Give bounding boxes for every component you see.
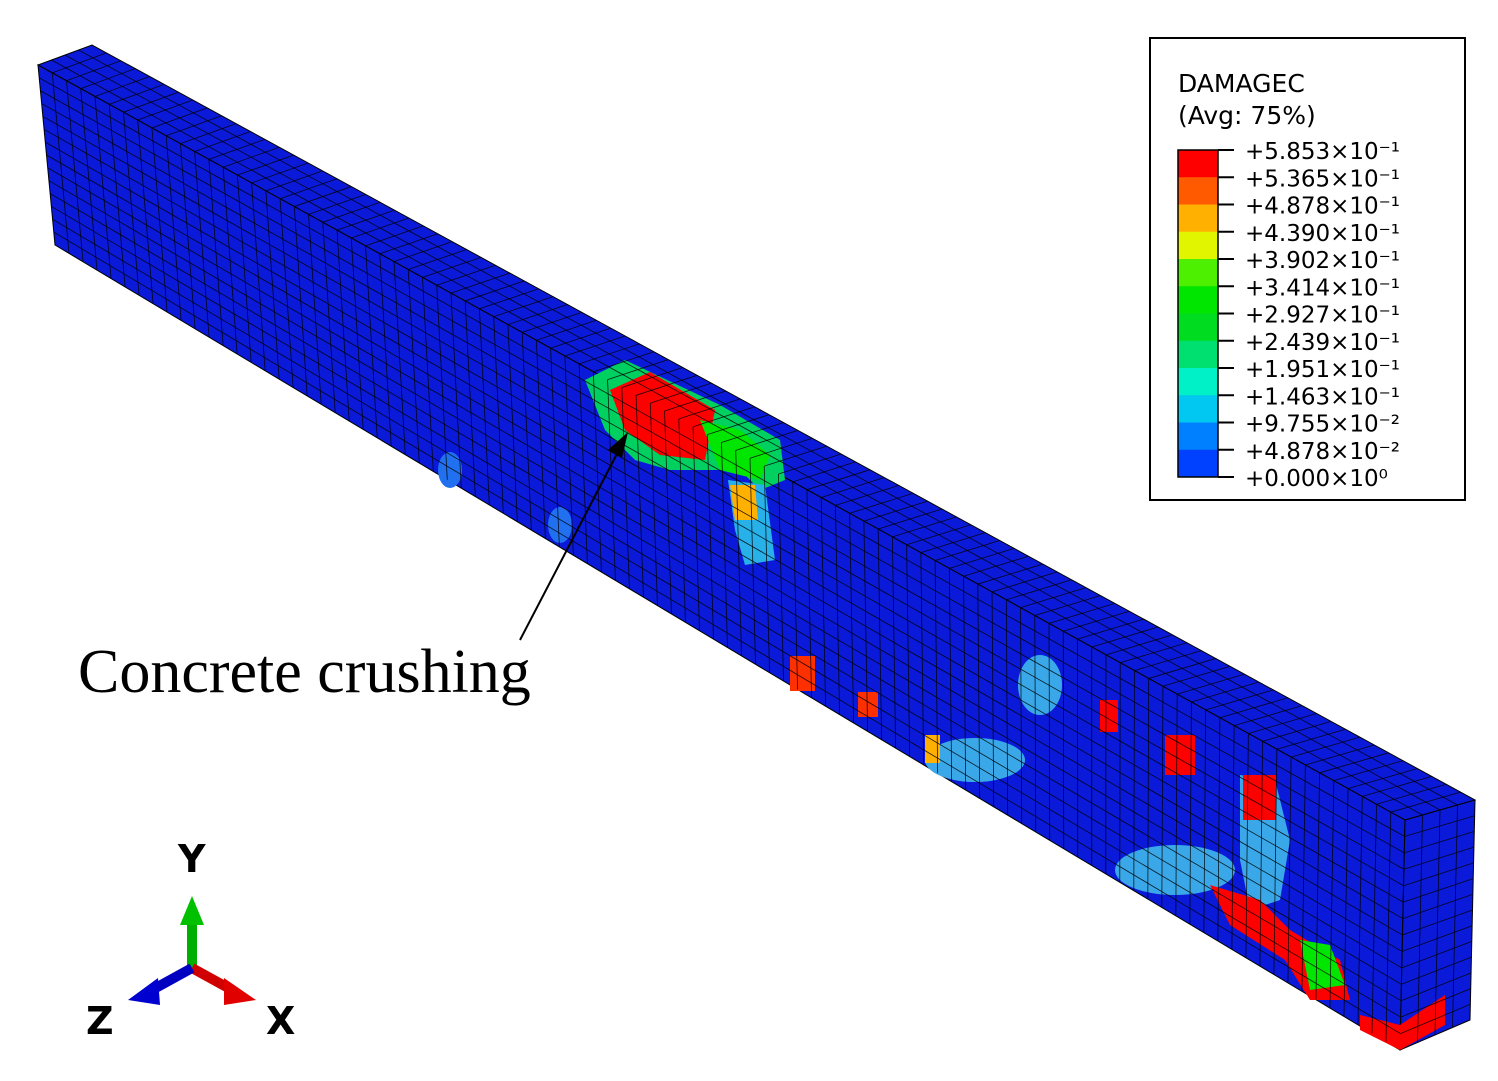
mesh-line <box>1402 893 1473 919</box>
damage-zone <box>1165 735 1195 775</box>
mesh-line <box>48 180 1402 969</box>
mesh-line <box>1402 909 1473 936</box>
mesh-line <box>51 59 1423 816</box>
mesh-line <box>1400 1003 1471 1034</box>
triad-z-head <box>128 978 160 1005</box>
legend-label: +4.390×10⁻¹ <box>1245 221 1400 247</box>
axis-triad: Y X Z <box>86 837 295 1043</box>
legend-swatch <box>1178 340 1218 369</box>
mesh-line <box>45 141 1404 919</box>
mesh-line <box>78 49 1458 806</box>
mesh-line <box>41 103 1405 870</box>
annotation-text: Concrete crushing <box>78 638 531 706</box>
legend-swatch <box>1178 368 1218 396</box>
mesh-line <box>46 154 1403 936</box>
triad-x-head <box>224 978 256 1005</box>
legend-label: +3.414×10⁻¹ <box>1245 275 1400 301</box>
mesh-line <box>53 231 1401 1034</box>
legend-label: +9.755×10⁻² <box>1245 412 1400 438</box>
legend-swatch <box>1178 286 1218 314</box>
arrow-head <box>608 432 628 458</box>
mesh-line <box>43 128 1404 903</box>
triad-z-label: Z <box>86 999 114 1043</box>
triad-z-axis <box>149 963 195 995</box>
legend-subtitle: (Avg: 75%) <box>1178 101 1316 130</box>
legend-items: +5.853×10⁻¹+5.365×10⁻¹+4.878×10⁻¹+4.390×… <box>1177 139 1400 492</box>
mesh-line <box>1401 941 1472 969</box>
mesh-line <box>1403 862 1474 887</box>
damage-zone <box>1018 655 1062 715</box>
damage-zone <box>1100 700 1118 732</box>
mesh-line <box>1403 878 1474 903</box>
legend-title: DAMAGEC <box>1178 69 1305 98</box>
legend-label: +2.439×10⁻¹ <box>1245 330 1400 356</box>
legend-label: +2.927×10⁻¹ <box>1245 303 1400 329</box>
mesh-line <box>39 77 1405 837</box>
damage-zone <box>1115 845 1235 895</box>
mesh-line <box>51 206 1402 1002</box>
mesh-line <box>1402 925 1473 952</box>
legend-label: +5.365×10⁻¹ <box>1245 166 1400 192</box>
legend-swatch <box>1178 395 1218 423</box>
legend-label: +1.951×10⁻¹ <box>1245 357 1400 383</box>
mesh-line <box>1400 972 1472 1002</box>
legend-label: +5.853×10⁻¹ <box>1245 139 1400 165</box>
legend-swatch <box>1178 204 1218 233</box>
mesh-line <box>42 116 1404 887</box>
mesh-line <box>52 218 1401 1018</box>
triad-x-label: X <box>266 999 295 1043</box>
mesh-line <box>49 193 1402 985</box>
legend-swatch <box>1178 177 1218 205</box>
annotation: Concrete crushing <box>78 432 628 706</box>
mesh-line <box>1404 815 1475 837</box>
legend-swatch <box>1178 313 1218 342</box>
legend-label: +4.878×10⁻¹ <box>1245 194 1400 220</box>
legend-swatch <box>1178 449 1218 478</box>
mesh-line <box>40 90 1405 854</box>
legend-swatch <box>1178 259 1218 287</box>
legend-label: +3.902×10⁻¹ <box>1245 248 1400 274</box>
mesh <box>39 49 1475 1043</box>
damage-zone <box>1360 995 1445 1050</box>
beam <box>36 44 1477 1051</box>
mesh-line <box>1400 988 1471 1018</box>
legend-swatch <box>1178 422 1218 451</box>
damage-zone <box>858 692 878 717</box>
mesh-line <box>64 54 1441 811</box>
legend: DAMAGEC (Avg: 75%) +5.853×10⁻¹+5.365×10⁻… <box>1149 37 1466 501</box>
damage-zone <box>700 420 770 480</box>
legend-label: +4.878×10⁻² <box>1245 439 1400 465</box>
legend-label: +1.463×10⁻¹ <box>1245 384 1400 410</box>
damage-zone <box>438 452 462 488</box>
legend-swatch <box>1178 231 1218 260</box>
triad-y-head <box>180 896 204 925</box>
mesh-line <box>1403 846 1475 870</box>
mesh-line <box>1401 956 1472 985</box>
triad-y-label: Y <box>177 837 206 881</box>
damage-zone <box>1243 775 1276 820</box>
mesh-line <box>1404 831 1475 854</box>
mesh-line <box>47 167 1403 952</box>
annotation-arrow <box>519 447 621 641</box>
legend-label: +0.000×10⁰ <box>1245 466 1388 492</box>
legend-swatch <box>1178 150 1218 178</box>
